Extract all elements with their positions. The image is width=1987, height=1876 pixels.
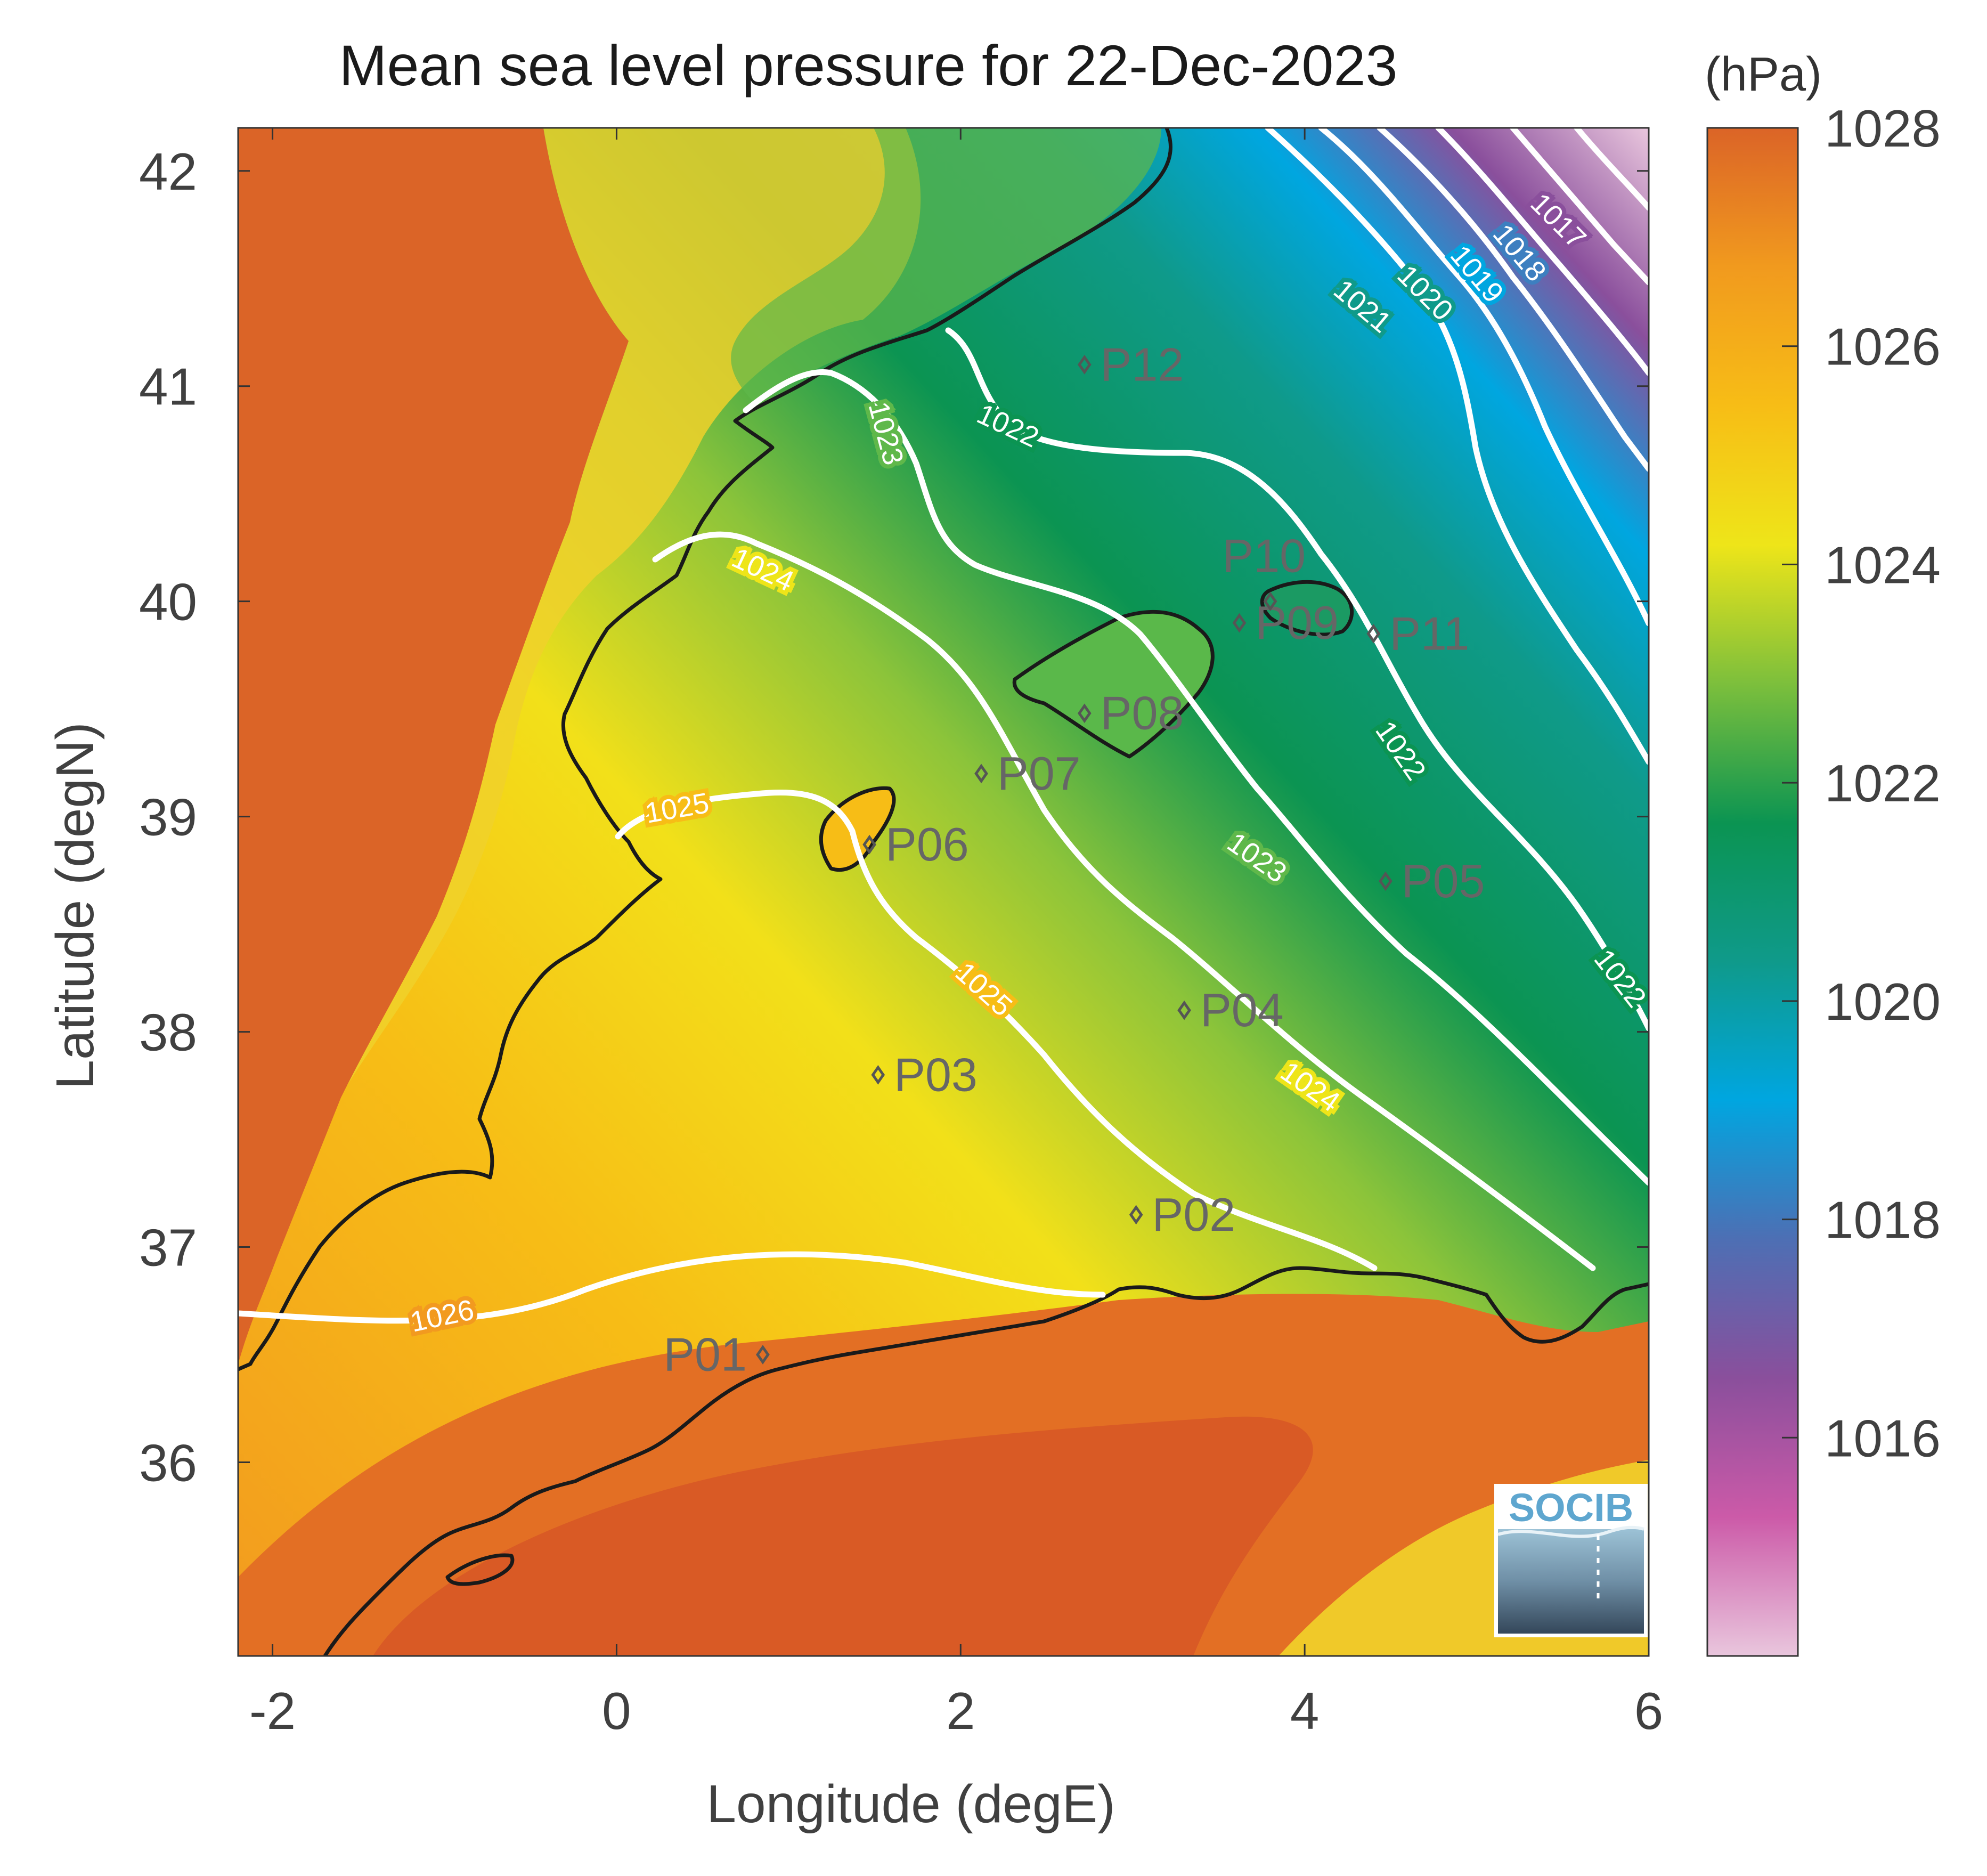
- station-label: P03: [894, 1048, 978, 1101]
- x-axis: -2 0 2 4 6: [249, 128, 1663, 1740]
- station-marker: [1177, 1000, 1191, 1020]
- land-iberia: [238, 128, 629, 1364]
- station-label: P04: [1200, 984, 1284, 1036]
- chart-title: Mean sea level pressure for 22-Dec-2023: [339, 33, 1397, 98]
- colorbar-tick-label: 1024: [1825, 535, 1941, 594]
- y-tick-label: 36: [139, 1433, 197, 1492]
- x-tick-label: 6: [1634, 1682, 1664, 1740]
- colorbar-tick-label: 1022: [1825, 754, 1941, 813]
- station-label: P01: [663, 1328, 747, 1380]
- station-label: P08: [1101, 687, 1184, 740]
- isobar-1020: [1318, 128, 1649, 627]
- colorbar: 1016 1018 1020 1022 1024 1026 1028 (hPa): [1705, 48, 1941, 1657]
- station-label: P06: [885, 818, 969, 871]
- station-marker: [1077, 703, 1092, 724]
- station-marker: [1077, 354, 1092, 375]
- colorbar-tick-label: 1026: [1825, 318, 1941, 376]
- x-tick-label: 4: [1290, 1682, 1320, 1740]
- station-label: P10: [1223, 530, 1306, 582]
- station-marker: [1379, 871, 1392, 891]
- menorca-coastline: [1260, 580, 1354, 637]
- y-tick-label: 42: [139, 142, 197, 201]
- isobar-1016: [1574, 128, 1649, 211]
- colorbar-tick-label: 1016: [1825, 1409, 1941, 1467]
- station-marker: [1232, 613, 1247, 633]
- colorbar-ticks: 1016 1018 1020 1022 1024 1026 1028: [1782, 99, 1941, 1467]
- isobars: [238, 128, 1649, 1324]
- isobar-1019: [1377, 128, 1649, 472]
- iberia-coastline: [238, 128, 1172, 1371]
- isobar-1026: [238, 1251, 1106, 1324]
- colorbar-tick-label: 1018: [1825, 1191, 1941, 1249]
- station-marker: [1129, 1205, 1143, 1225]
- isobar-1025: [615, 790, 1378, 1271]
- x-tick-label: 0: [602, 1682, 631, 1740]
- colorbar-tick-label: 1028: [1825, 99, 1941, 158]
- y-tick-label: 39: [139, 788, 197, 847]
- y-axis-label: Latitude (degN): [45, 722, 105, 1089]
- isobar-1021: [1265, 128, 1649, 765]
- plot-frame: [237, 127, 1650, 1657]
- x-tick-label: -2: [249, 1682, 296, 1740]
- menorca-island: [1262, 582, 1352, 635]
- station-label: P11: [1389, 607, 1469, 660]
- isobar-1017: [1510, 128, 1649, 286]
- isobar-1024: [652, 531, 1596, 1271]
- x-axis-label: Longitude (degE): [706, 1774, 1115, 1834]
- station-marker: [756, 1345, 770, 1365]
- station-label: P02: [1152, 1188, 1236, 1241]
- y-tick-label: 38: [139, 1003, 197, 1062]
- station-marker: [862, 834, 876, 855]
- y-axis: 36 37 38 39 40 41 42: [139, 142, 1649, 1492]
- plot-area: 1017 1018 1019 1020 1021 1022 1022 1022 …: [238, 128, 1649, 1656]
- socib-logo-wave: [1497, 1525, 1644, 1538]
- station-label: P05: [1402, 855, 1485, 907]
- isobar-1022: [945, 327, 1649, 1032]
- colorbar-unit-label: (hPa): [1705, 48, 1822, 101]
- y-tick-label: 41: [139, 358, 197, 416]
- coastlines: [238, 128, 1649, 1656]
- isobar-1018: [1435, 128, 1649, 376]
- mallorca-coastline: [1012, 610, 1215, 759]
- ibiza-coastline: [819, 786, 896, 872]
- station-marker: [871, 1065, 885, 1085]
- station-label: P12: [1101, 338, 1184, 391]
- isobar-1023: [743, 369, 1649, 1186]
- socib-logo-text: SOCIB: [1509, 1485, 1633, 1530]
- station-label: P07: [997, 747, 1081, 800]
- land-north-green: [731, 128, 1161, 405]
- colorbar-bar: [1706, 127, 1799, 1657]
- station-marker: [974, 764, 988, 784]
- land-north-africa-dark: [373, 1416, 1313, 1656]
- station-marker: [1263, 591, 1277, 612]
- socib-logo: SOCIB: [1494, 1484, 1648, 1637]
- socib-logo-image: [1498, 1529, 1644, 1634]
- y-tick-label: 37: [139, 1219, 197, 1277]
- x-tick-label: 2: [946, 1682, 975, 1740]
- alboran-island-coastline: [445, 1553, 515, 1586]
- colorbar-tick-label: 1020: [1825, 972, 1941, 1031]
- land-iberia-coastal-band: [341, 128, 921, 1098]
- station-marker: [1366, 623, 1381, 644]
- y-tick-label: 40: [139, 573, 197, 631]
- africa-coastline: [323, 1266, 1649, 1656]
